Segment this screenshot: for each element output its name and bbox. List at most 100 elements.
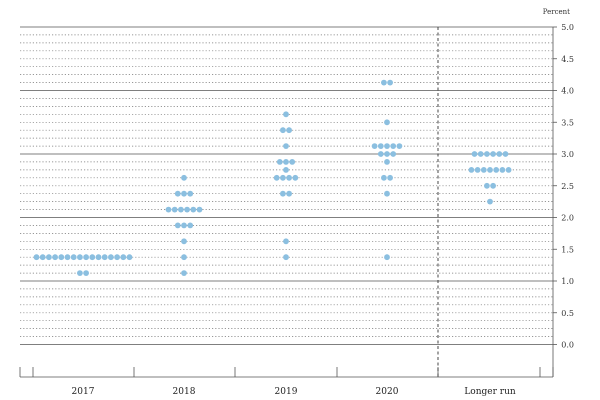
dot-point <box>33 254 40 261</box>
dot-point <box>283 254 289 261</box>
dot-point <box>120 254 127 261</box>
dot-point <box>496 151 503 157</box>
dot-point <box>387 174 393 181</box>
dot-point <box>292 174 299 181</box>
y-tick-label: 2.0 <box>561 214 574 223</box>
dot-point <box>384 143 390 150</box>
dot-point <box>468 167 475 173</box>
dot-point <box>64 254 71 261</box>
dot-point <box>184 206 191 213</box>
dots-layer <box>33 79 512 276</box>
dot-point <box>484 182 490 189</box>
dot-point <box>377 151 384 157</box>
dot-point <box>480 167 487 173</box>
dot-point <box>181 222 187 229</box>
dot-point <box>493 167 500 173</box>
y-tick-label: 0.5 <box>561 309 574 318</box>
dot-point <box>283 167 289 173</box>
dot-point <box>58 254 65 261</box>
dot-point <box>39 254 46 261</box>
dot-point <box>377 143 384 150</box>
dot-point <box>126 254 133 261</box>
y-tick-label: 4.5 <box>561 55 574 64</box>
y-tick-label: 0.0 <box>561 341 574 350</box>
dot-point <box>52 254 58 261</box>
x-axis: 2017 2018 2019 2020 Longer run <box>19 367 554 397</box>
x-tick-label: 2018 <box>173 387 196 397</box>
gridlines <box>20 26 553 345</box>
dot-point <box>384 190 390 197</box>
dot-point <box>280 190 286 197</box>
dot-point <box>101 254 108 261</box>
dot-point <box>471 151 478 157</box>
dot-point <box>477 151 484 157</box>
dot-point <box>502 151 509 157</box>
y-axis-ticks: 0.0 0.5 1.0 1.5 2.0 2.5 3.0 3.5 4.0 4.5 5.0 <box>552 23 574 377</box>
dot-point <box>187 222 194 229</box>
dot-point <box>484 151 490 157</box>
dot-point <box>89 254 96 261</box>
dot-point <box>499 167 506 173</box>
y-tick-label: 1.5 <box>561 245 574 254</box>
x-tick-label: 2019 <box>275 387 298 397</box>
dot-point <box>490 182 496 189</box>
x-tick-label: 2017 <box>72 387 95 397</box>
dot-point <box>286 174 292 181</box>
dot-point <box>196 206 203 213</box>
dot-point <box>280 127 286 134</box>
dot-point <box>390 143 397 150</box>
dot-point <box>181 254 187 261</box>
dot-point <box>108 254 114 261</box>
dot-point <box>283 111 289 118</box>
x-tick-label: Longer run <box>464 387 516 397</box>
y-tick-label: 3.0 <box>561 150 574 159</box>
dot-point <box>174 222 181 229</box>
dot-point <box>77 254 83 261</box>
y-tick-label: 4.0 <box>561 87 574 96</box>
dot-point <box>165 206 172 213</box>
dot-point <box>289 159 296 165</box>
dot-point <box>490 151 496 157</box>
dot-point <box>286 190 292 197</box>
dot-point <box>83 254 89 261</box>
dot-point <box>181 190 187 197</box>
y-tick-label: 2.5 <box>561 182 574 191</box>
dot-point <box>396 143 403 150</box>
unit-label: Percent <box>543 8 570 16</box>
dot-point <box>187 190 194 197</box>
y-tick-label: 1.0 <box>561 277 574 286</box>
dot-point <box>286 127 292 134</box>
dot-point <box>95 254 102 261</box>
dot-point <box>174 190 181 197</box>
dot-point <box>371 143 378 150</box>
dot-point <box>487 198 493 205</box>
y-tick-label: 3.5 <box>561 118 574 127</box>
dot-point <box>70 254 77 261</box>
dot-point <box>384 254 390 261</box>
dot-point <box>283 159 289 165</box>
dot-point <box>384 151 390 157</box>
dot-point <box>390 151 397 157</box>
dot-point <box>387 79 393 86</box>
dot-point <box>77 270 83 276</box>
dot-point <box>178 206 184 213</box>
dot-point <box>46 254 52 261</box>
dot-point <box>190 206 197 213</box>
dot-point <box>381 174 387 181</box>
dot-point <box>114 254 120 261</box>
dot-point <box>181 238 187 245</box>
dot-point <box>171 206 178 213</box>
dot-point <box>273 174 280 181</box>
dot-point <box>83 270 89 276</box>
dot-point <box>384 159 390 165</box>
dot-point <box>181 174 187 181</box>
dot-point <box>280 174 286 181</box>
dot-point <box>381 79 387 86</box>
dot-point <box>384 119 390 126</box>
y-tick-label: 5.0 <box>561 23 574 32</box>
dot-point <box>474 167 481 173</box>
dot-point <box>505 167 512 173</box>
dot-point <box>181 270 187 276</box>
dot-point <box>276 159 283 165</box>
